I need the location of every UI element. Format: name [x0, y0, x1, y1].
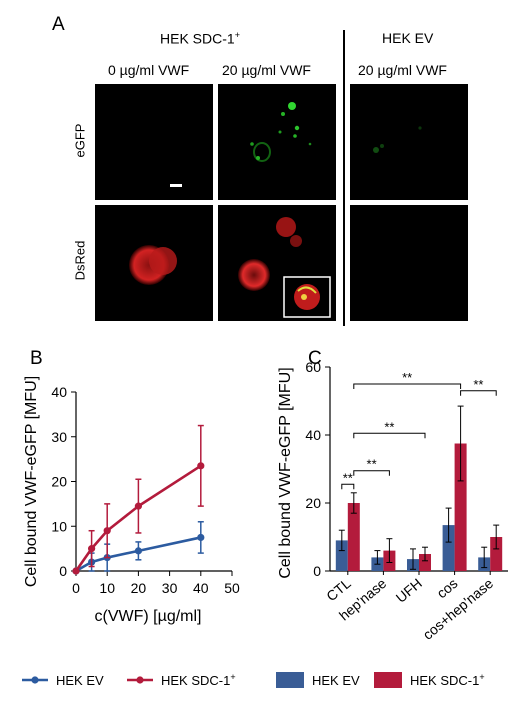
legend-right: HEK EV HEK SDC-1+ [272, 668, 520, 692]
y-tick-label: 60 [305, 359, 321, 375]
data-point [197, 462, 205, 470]
row-label-dsred: DsRed [72, 240, 88, 281]
legend-label-1: HEK SDC-1+ [161, 672, 236, 688]
y-tick-label: 20 [305, 495, 321, 511]
micrograph-egfp-20-ev [350, 84, 468, 200]
legend-label-0: HEK EV [56, 673, 104, 688]
significance-bracket [353, 470, 390, 476]
y-axis-label: Cell bound VWF-eGFP [MFU] [277, 367, 294, 578]
row-label-egfp: eGFP [72, 123, 88, 158]
green-faint-signal [373, 126, 422, 153]
group-header-ev: HEK EV [382, 30, 434, 46]
x-tick-label: 20 [131, 580, 147, 596]
legend-swatch-1 [374, 672, 402, 688]
green-signal [250, 102, 312, 162]
significance-bracket [353, 383, 462, 389]
bar [454, 443, 467, 571]
significance-label: ** [367, 457, 377, 472]
y-tick-label: 0 [59, 563, 67, 579]
micrograph-egfp-20-sdc [218, 84, 336, 200]
y-tick-label: 20 [51, 474, 67, 490]
data-point [134, 502, 142, 510]
data-point [88, 545, 96, 553]
significance-bracket [460, 390, 497, 396]
data-point [197, 533, 205, 542]
x-tick-label: UFH [393, 575, 425, 606]
bar [347, 503, 360, 571]
bar [335, 540, 348, 571]
group-header-sdc-sup: + [234, 30, 240, 40]
y-axis-label: Cell bound VWF-eGFP [MFU] [23, 376, 40, 587]
y-tick-label: 30 [51, 429, 67, 445]
micrograph-dsred-0 [95, 205, 213, 321]
panel-c-letter: C [308, 348, 322, 369]
y-tick-label: 40 [305, 427, 321, 443]
significance-label: ** [402, 370, 412, 385]
data-point [134, 547, 142, 555]
legend-left: HEK EV HEK SDC-1+ [18, 668, 268, 692]
x-tick-label: 0 [72, 580, 80, 596]
legend-label-sup: + [230, 672, 235, 682]
legend-label-sup: + [479, 672, 484, 682]
legend-label-0: HEK EV [312, 673, 360, 688]
legend-marker-0 [31, 676, 39, 684]
bar [419, 554, 431, 571]
significance-label: ** [473, 377, 483, 392]
condition-20-vwf-ev: 20 µg/ml VWF [358, 62, 447, 78]
x-tick-label: 10 [99, 580, 115, 596]
significance-bracket [353, 432, 426, 439]
x-tick-label: 30 [162, 580, 178, 596]
x-axis-label: c(VWF) [µg/ml] [95, 608, 202, 625]
significance-label: ** [384, 419, 394, 434]
significance-bracket [341, 483, 355, 490]
bar [490, 537, 503, 571]
x-tick-label: cos [434, 575, 461, 601]
group-header-sdc: HEK SDC-1+ [160, 30, 240, 47]
legend-swatch-0 [276, 672, 304, 688]
x-tick-label: 40 [193, 580, 209, 596]
legend-right-svg: HEK EV HEK SDC-1+ [276, 672, 485, 688]
group-divider [343, 30, 345, 326]
x-tick-label: 50 [224, 580, 240, 596]
panel-a-letter: A [52, 14, 65, 35]
legend-marker-1 [136, 676, 144, 684]
significance-label: ** [343, 470, 353, 485]
micrograph-dsred-20-ev [350, 205, 468, 321]
red-cell [129, 245, 177, 285]
legend-label-1: HEK SDC-1+ [410, 672, 485, 688]
condition-20-vwf-sdc: 20 µg/ml VWF [222, 62, 311, 78]
y-tick-label: 10 [51, 518, 67, 534]
micrograph-egfp-0 [95, 84, 213, 200]
scale-bar [170, 184, 182, 187]
red-cells [238, 217, 331, 318]
bar [442, 525, 455, 571]
data-point [103, 527, 111, 535]
data-point [72, 567, 80, 575]
micrograph-dsred-20-sdc [218, 205, 336, 321]
chart-b: 0 10 20 30 40 0 10 20 30 40 50 c(VWF) [µg/ml] Cell b… [23, 376, 240, 625]
y-tick-label: 0 [313, 563, 321, 579]
y-tick-label: 40 [51, 384, 67, 400]
condition-0-vwf: 0 µg/ml VWF [108, 62, 190, 78]
legend-left-svg: HEK EV HEK SDC-1+ [22, 672, 236, 688]
group-header-sdc-text: HEK SDC-1 [160, 30, 235, 47]
panel-b-letter: B [30, 348, 43, 369]
